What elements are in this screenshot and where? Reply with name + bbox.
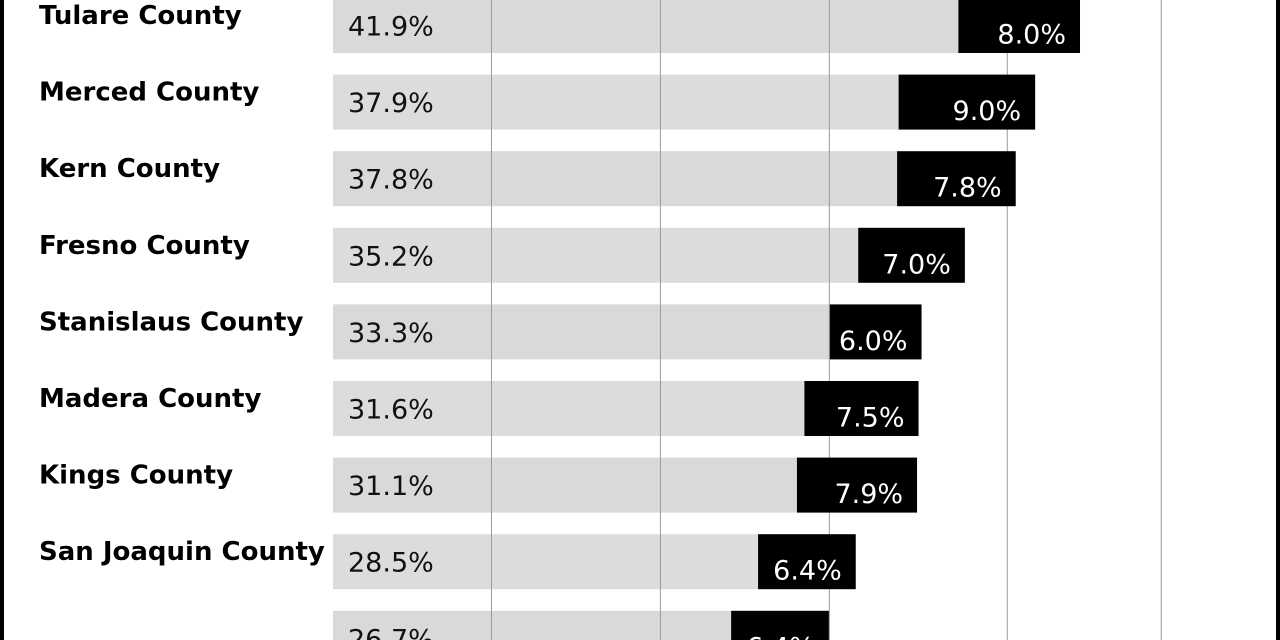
bar-increase-4 [829, 304, 922, 360]
bar-base-6 [333, 457, 798, 513]
category-label-5: Madera County [39, 384, 261, 414]
value-label-3: 35.2% [348, 241, 434, 272]
increase-label-0: 8.0% [997, 20, 1066, 51]
value-label-4: 33.3% [348, 318, 434, 349]
bar-increase-3 [858, 227, 965, 283]
category-label-6: Kings County [39, 461, 233, 491]
bar-increase-7 [758, 534, 856, 590]
bar-base-2 [333, 151, 899, 207]
increase-label-7: 6.4% [773, 556, 842, 587]
bar-increase-2 [897, 151, 1016, 207]
increase-label-8: 6.4% [746, 632, 815, 640]
value-label-5: 31.6% [348, 395, 434, 426]
increase-label-6: 7.9% [834, 479, 903, 510]
value-label-1: 37.9% [348, 88, 434, 119]
bar-base-8 [333, 610, 733, 640]
category-label-2: Kern County [39, 154, 220, 184]
bar-base-4 [333, 304, 831, 360]
value-label-6: 31.1% [348, 471, 434, 502]
increase-label-3: 7.0% [882, 249, 951, 280]
bar-base-0 [333, 0, 960, 53]
increase-label-1: 9.0% [953, 96, 1022, 127]
bar-increase-8 [731, 610, 829, 640]
bar-increase-5 [804, 381, 919, 436]
category-label-3: Fresno County [39, 231, 250, 261]
category-label-0: Tulare County [39, 1, 242, 31]
bar-increase-1 [898, 74, 1036, 130]
value-label-0: 41.9% [348, 12, 434, 43]
increase-label-4: 6.0% [839, 326, 908, 357]
value-label-8: 26.7% [348, 624, 434, 640]
bar-base-3 [333, 227, 860, 283]
increase-label-2: 7.8% [933, 173, 1002, 204]
value-label-7: 28.5% [348, 548, 434, 579]
bar-increase-6 [796, 457, 918, 513]
category-label-4: Stanislaus County [39, 307, 303, 337]
category-label-7: San Joaquin County [39, 537, 325, 567]
bar-increase-0 [958, 0, 1081, 53]
bar-base-5 [333, 381, 806, 436]
bar-base-1 [333, 74, 900, 130]
increase-label-5: 7.5% [836, 403, 905, 434]
bar-base-7 [333, 534, 760, 590]
value-label-2: 37.8% [348, 165, 434, 196]
category-label-1: Merced County [39, 78, 259, 108]
